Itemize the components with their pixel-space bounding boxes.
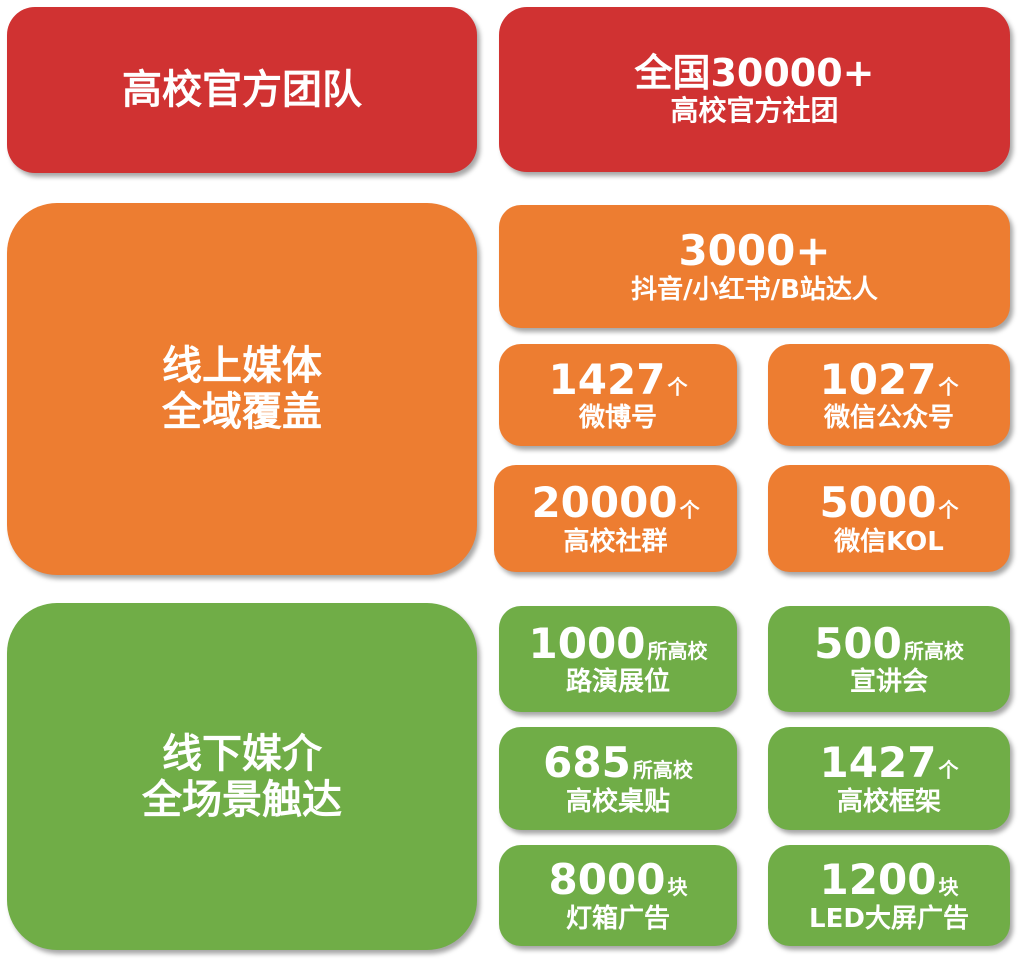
stat-unit: 所高校 (903, 638, 964, 663)
stat-box: 5000 个 微信KOL (768, 465, 1010, 572)
stat-unit: 个 (938, 758, 959, 783)
stat-label: 高校框架 (836, 786, 941, 817)
online-top-stat: 3000+ 抖音/小红书/B站达人 (499, 205, 1010, 328)
online-title-line2: 全域覆盖 (162, 389, 322, 435)
offline-title-line2: 全场景触达 (142, 776, 342, 823)
stat-value: 1200 (819, 855, 937, 905)
stat-value: 20000 (531, 478, 678, 528)
stat-box: 1427 个 微博号 (499, 344, 737, 446)
stat-value: 1027 (819, 354, 937, 404)
stat-label: 微博号 (578, 403, 657, 434)
stat-box: 1000 所高校 路演展位 (499, 606, 737, 712)
stat-value: 5000 (819, 478, 937, 528)
stat-unit: 块 (938, 875, 959, 900)
stat-value: 1427 (548, 354, 666, 404)
offline-title-line1: 线下媒介 (162, 730, 322, 777)
stat-box: 500 所高校 宣讲会 (768, 606, 1010, 712)
stat-label: 高校社群 (563, 526, 668, 557)
stat-unit: 所高校 (647, 638, 708, 663)
stat-label: LED大屏广告 (809, 903, 969, 934)
stat-box: 685 所高校 高校桌贴 (499, 727, 737, 830)
stat-box: 8000 块 灯箱广告 (499, 845, 737, 946)
online-title-box: 线上媒体 全域覆盖 (7, 203, 477, 575)
stat-unit: 所高校 (632, 758, 693, 783)
stat-unit: 块 (667, 875, 688, 900)
stat-box: 1027 个 微信公众号 (768, 344, 1010, 446)
team-stat-box: 全国30000+ 高校官方社团 (499, 7, 1010, 172)
stat-unit: 个 (679, 498, 700, 523)
stat-label: 路演展位 (565, 667, 670, 698)
stat-label: 高校桌贴 (565, 786, 670, 817)
stat-value: 500 (814, 618, 902, 668)
offline-title-box: 线下媒介 全场景触达 (7, 603, 477, 950)
stat-value: 3000+ (678, 226, 831, 276)
team-stat-line2: 高校官方社团 (670, 94, 839, 128)
stat-value: 685 (543, 738, 631, 788)
stat-unit: 个 (938, 498, 959, 523)
stat-value: 8000 (548, 855, 666, 905)
stat-label: 灯箱广告 (565, 903, 670, 934)
stat-value: 1000 (528, 618, 646, 668)
stat-unit: 个 (938, 374, 959, 399)
team-stat-line1: 全国30000+ (634, 50, 875, 95)
stat-label: 微信KOL (834, 526, 944, 557)
stat-box: 1200 块 LED大屏广告 (768, 845, 1010, 946)
online-title-line1: 线上媒体 (162, 343, 322, 389)
team-title-box: 高校官方团队 (7, 7, 477, 173)
stat-label: 抖音/小红书/B站达人 (631, 274, 878, 305)
stat-box: 1427 个 高校框架 (768, 727, 1010, 830)
stat-unit: 个 (667, 374, 688, 399)
stat-box: 20000 个 高校社群 (494, 465, 737, 572)
stat-value: 1427 (819, 738, 937, 788)
stat-label: 宣讲会 (849, 667, 928, 698)
stat-label: 微信公众号 (823, 403, 954, 434)
team-title: 高校官方团队 (122, 67, 362, 113)
